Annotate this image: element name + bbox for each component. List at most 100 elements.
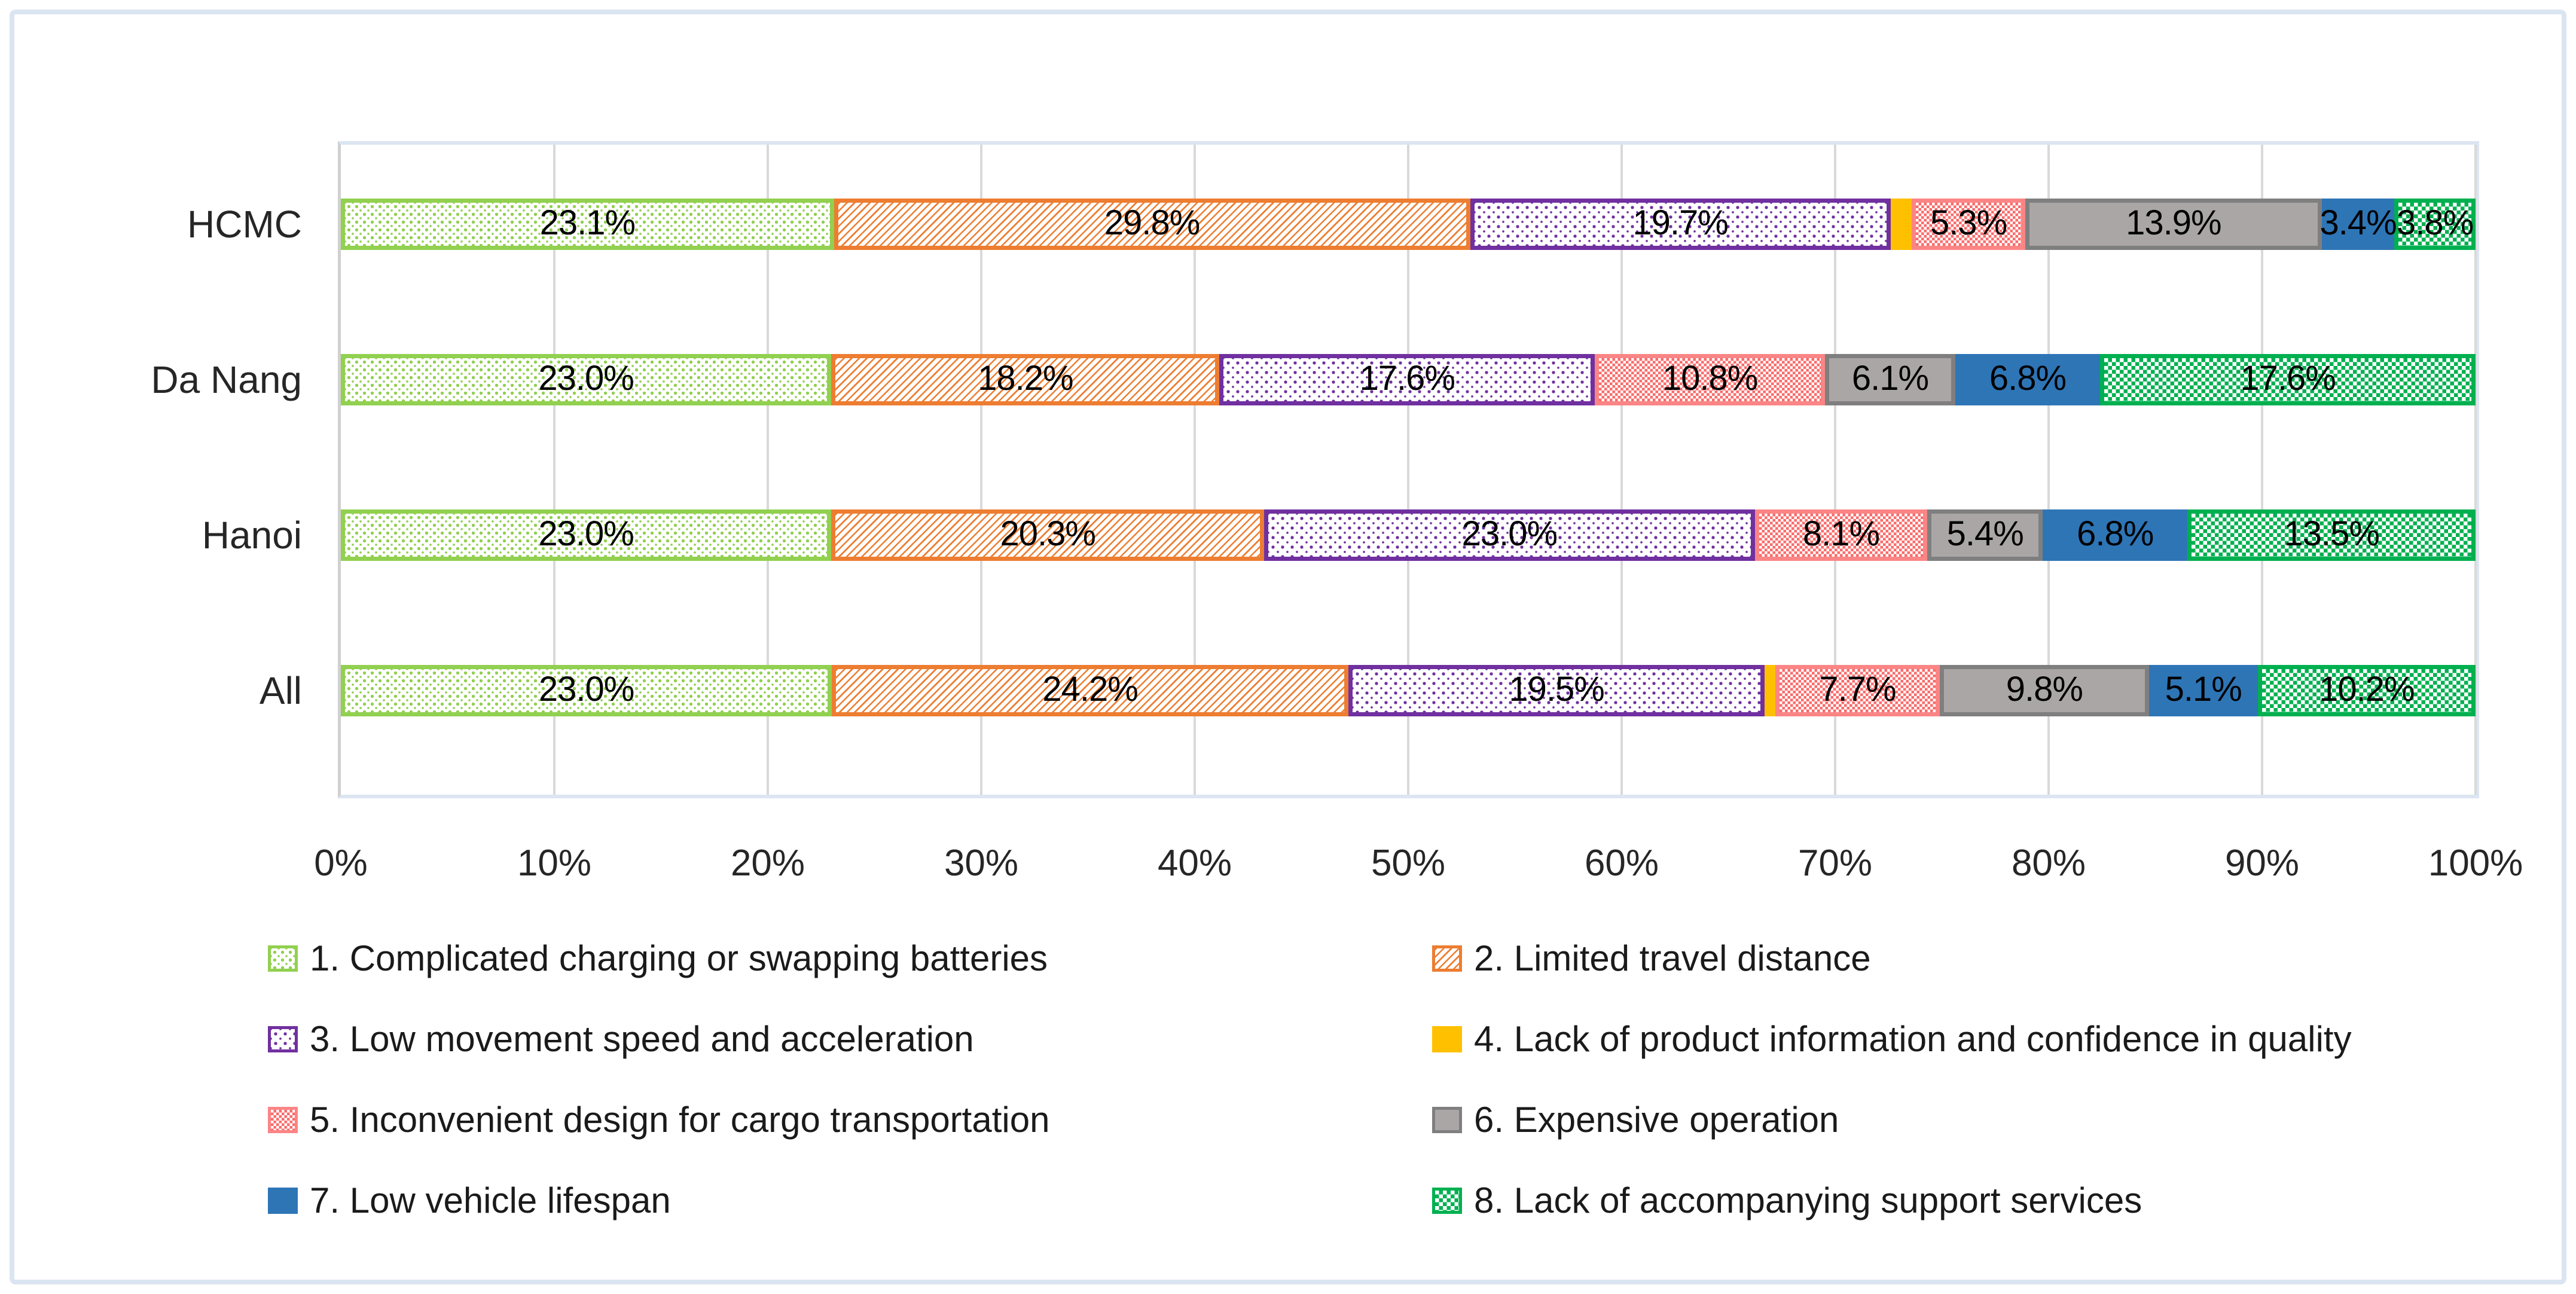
bar-segment: 13.5%: [2187, 509, 2476, 561]
bar-segment: 5.3%: [1912, 199, 2025, 250]
bar-segment: 8.1%: [1754, 509, 1928, 561]
legend-item: 2. Limited travel distance: [1432, 938, 2352, 979]
data-label: 5.4%: [1946, 514, 2024, 553]
legend-label: 4. Lack of product information and confi…: [1474, 1019, 2352, 1059]
legend-label: 3. Low movement speed and acceleration: [310, 1019, 974, 1059]
bar-segment: 29.8%: [834, 199, 1470, 250]
data-label: 10.2%: [2319, 669, 2415, 709]
gridline: [2047, 145, 2050, 795]
x-tick-label: 20%: [730, 843, 805, 884]
gridline: [1834, 145, 1836, 795]
bar-row: 23.0% 20.3% 23.0% 8.1% 5.4% 6.8% 13.5%: [341, 509, 2476, 561]
x-tick-label: 80%: [2011, 843, 2086, 884]
data-label: 5.1%: [2165, 669, 2242, 709]
bar-segment: [1890, 199, 1912, 250]
bar-segment: 18.2%: [831, 354, 1220, 405]
x-tick-label: 100%: [2428, 843, 2523, 884]
x-tick-label: 40%: [1157, 843, 1232, 884]
x-tick-label: 90%: [2224, 843, 2300, 884]
x-tick-label: 50%: [1371, 843, 1446, 884]
data-label: 3.4%: [2319, 203, 2397, 242]
legend-label: 6. Expensive operation: [1474, 1100, 1839, 1140]
gridline: [2474, 145, 2477, 795]
gridline: [1194, 145, 1196, 795]
bar-row: 23.1% 29.8% 19.7% 5.3% 13.9% 3.4% 3.8%: [341, 199, 2476, 250]
bar-segment: 17.6%: [1219, 354, 1595, 405]
bar-segment: 10.2%: [2257, 665, 2476, 716]
legend: 1. Complicated charging or swapping batt…: [268, 938, 2352, 1261]
data-label: 20.3%: [1000, 514, 1096, 553]
legend-label: 2. Limited travel distance: [1474, 938, 1871, 978]
category-label: Da Nang: [151, 358, 302, 401]
data-label: 3.8%: [2397, 203, 2474, 242]
legend-item: 6. Expensive operation: [1432, 1099, 2352, 1141]
data-label: 7.7%: [1819, 669, 1896, 709]
legend-swatch: [1432, 945, 1462, 972]
legend-swatch: [268, 1107, 298, 1133]
legend-swatch: [1432, 1107, 1462, 1133]
data-label: 13.9%: [2126, 203, 2221, 242]
plot-area: 23.1% 29.8% 19.7% 5.3% 13.9% 3.4% 3.8% 23.0% 18.…: [338, 141, 2479, 798]
gridline: [553, 145, 556, 795]
data-label: 23.0%: [1461, 514, 1558, 553]
x-axis: 0% 10% 20% 30% 40% 50% 60% 70% 80% 90% 100%: [314, 842, 2523, 890]
x-tick-label: 70%: [1797, 843, 1873, 884]
category-label: Hanoi: [202, 514, 302, 557]
bar-segment: 19.5%: [1348, 665, 1765, 716]
category-label: HCMC: [187, 203, 302, 246]
x-tick-label: 30%: [944, 843, 1019, 884]
bar-segment: 19.7%: [1470, 199, 1891, 250]
data-label: 24.2%: [1042, 669, 1138, 709]
x-tick-label: 0%: [314, 843, 368, 884]
legend-label: 7. Low vehicle lifespan: [310, 1180, 671, 1220]
legend-item: 4. Lack of product information and confi…: [1432, 1018, 2352, 1060]
data-label: 23.0%: [538, 669, 634, 709]
data-label: 23.0%: [538, 358, 634, 398]
legend-item: 5. Inconvenient design for cargo transpo…: [268, 1099, 1432, 1141]
bar-segment: 20.3%: [831, 509, 1265, 561]
x-tick-label: 10%: [517, 843, 592, 884]
bar-segment: 9.8%: [1939, 665, 2149, 716]
data-label: 23.1%: [539, 203, 636, 242]
legend-item: 7. Low vehicle lifespan: [268, 1180, 1432, 1222]
legend-swatch: [1432, 1188, 1462, 1214]
data-label: 5.3%: [1930, 203, 2007, 242]
data-label: 6.1%: [1851, 358, 1929, 398]
bar-segment: 23.0%: [341, 509, 832, 561]
data-label: 17.6%: [2240, 358, 2336, 398]
category-label: All: [259, 669, 302, 712]
bar-segment: 24.2%: [832, 665, 1349, 716]
legend-label: 1. Complicated charging or swapping batt…: [310, 938, 1048, 978]
gridline: [980, 145, 982, 795]
legend-item: 8. Lack of accompanying support services: [1432, 1180, 2352, 1222]
bar-segment: 23.0%: [341, 665, 832, 716]
legend-label: 8. Lack of accompanying support services: [1474, 1180, 2142, 1220]
bar-segment: 5.4%: [1927, 509, 2043, 561]
legend-label: 5. Inconvenient design for cargo transpo…: [310, 1100, 1050, 1140]
bar-segment: 13.9%: [2025, 199, 2322, 250]
legend-item: 3. Low movement speed and acceleration: [268, 1018, 1432, 1060]
data-label: 13.5%: [2284, 514, 2379, 553]
data-label: 18.2%: [978, 358, 1073, 398]
data-label: 19.5%: [1509, 669, 1604, 709]
bar-segment: 6.8%: [2042, 509, 2188, 561]
gridline: [1620, 145, 1623, 795]
data-label: 23.0%: [538, 514, 634, 553]
legend-swatch: [268, 1188, 298, 1214]
bar-segment: 23.0%: [1264, 509, 1755, 561]
bar-segment: 23.1%: [341, 199, 834, 250]
data-label: 29.8%: [1104, 203, 1200, 242]
gridline: [1407, 145, 1409, 795]
bar-segment: 5.1%: [2148, 665, 2258, 716]
data-label: 8.1%: [1802, 514, 1880, 553]
data-label: 6.8%: [1989, 358, 2067, 398]
data-label: 9.8%: [2006, 669, 2083, 709]
bar-segment: 7.7%: [1775, 665, 1940, 716]
gridline: [2261, 145, 2263, 795]
gridline: [767, 145, 769, 795]
bar-segment: 23.0%: [341, 354, 832, 405]
legend-swatch: [268, 1026, 298, 1052]
legend-swatch: [1432, 1026, 1462, 1052]
legend-item: 1. Complicated charging or swapping batt…: [268, 938, 1432, 979]
